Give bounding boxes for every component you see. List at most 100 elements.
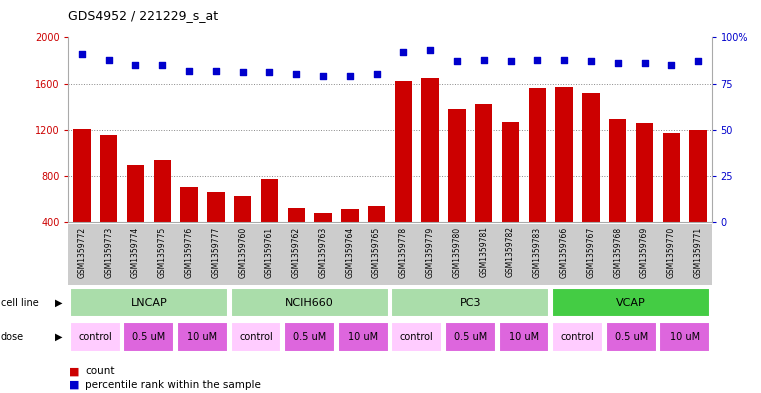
Text: 0.5 uM: 0.5 uM [293,332,326,342]
Point [558,56,570,62]
Point [665,62,677,68]
Text: GSM1359776: GSM1359776 [185,226,193,278]
Point [638,60,651,66]
Text: NCIH660: NCIH660 [285,298,334,308]
Bar [231,322,282,352]
Point [183,68,195,74]
Point [290,71,302,77]
Bar [391,288,549,317]
Bar [552,322,603,352]
Text: GSM1359764: GSM1359764 [345,226,355,278]
Text: 10 uM: 10 uM [348,332,378,342]
Text: GSM1359768: GSM1359768 [613,226,622,277]
Bar [180,187,198,222]
Text: GDS4952 / 221229_s_at: GDS4952 / 221229_s_at [68,9,218,22]
Text: GSM1359763: GSM1359763 [319,226,327,278]
Bar [582,93,600,222]
Point [210,68,222,74]
Text: GSM1359781: GSM1359781 [479,226,489,277]
Bar [70,322,121,352]
Bar [100,135,117,222]
Point [371,71,383,77]
Bar [501,121,519,222]
Text: 10 uM: 10 uM [670,332,700,342]
Bar [636,123,653,222]
Bar [609,119,626,222]
Text: GSM1359771: GSM1359771 [693,226,702,277]
Text: ▶: ▶ [55,298,62,308]
Text: GSM1359760: GSM1359760 [238,226,247,278]
Point [156,62,168,68]
Text: cell line: cell line [1,298,39,308]
Point [451,58,463,64]
Bar [177,322,228,352]
Bar [391,322,442,352]
Text: ■: ■ [68,366,79,376]
Point [317,73,329,79]
Point [103,56,115,62]
Text: 0.5 uM: 0.5 uM [615,332,648,342]
Point [76,51,88,57]
Text: 10 uM: 10 uM [509,332,539,342]
Text: GSM1359765: GSM1359765 [372,226,381,278]
Text: GSM1359769: GSM1359769 [640,226,649,278]
Text: control: control [561,332,594,342]
Text: GSM1359779: GSM1359779 [425,226,435,278]
Text: GSM1359777: GSM1359777 [212,226,221,278]
Text: GSM1359772: GSM1359772 [78,226,87,277]
Point [397,49,409,55]
Text: GSM1359766: GSM1359766 [559,226,568,278]
Bar [154,160,171,222]
Point [612,60,624,66]
Bar [368,206,385,222]
Text: count: count [85,366,115,376]
Bar [422,78,439,222]
Bar [338,322,389,352]
Text: 0.5 uM: 0.5 uM [132,332,165,342]
Text: dose: dose [1,332,24,342]
Bar [70,288,228,317]
Point [478,56,490,62]
Text: GSM1359774: GSM1359774 [131,226,140,278]
Bar [231,288,389,317]
Bar [123,322,174,352]
Bar [448,109,466,222]
Text: GSM1359770: GSM1359770 [667,226,676,278]
Bar [475,104,492,222]
Text: GSM1359783: GSM1359783 [533,226,542,277]
Point [129,62,142,68]
Text: GSM1359773: GSM1359773 [104,226,113,278]
Text: 10 uM: 10 uM [187,332,218,342]
Text: GSM1359782: GSM1359782 [506,226,515,277]
Bar [529,88,546,222]
Bar [73,129,91,222]
Text: LNCAP: LNCAP [130,298,167,308]
Point [585,58,597,64]
Bar [127,165,144,222]
Text: VCAP: VCAP [616,298,646,308]
Text: ■: ■ [68,380,79,390]
Text: ▶: ▶ [55,332,62,342]
Bar [689,130,707,222]
Point [263,69,275,75]
Text: PC3: PC3 [460,298,481,308]
Point [344,73,356,79]
Bar [288,208,305,222]
Point [424,47,436,53]
Point [692,58,704,64]
Text: control: control [78,332,112,342]
Bar [314,213,332,222]
Bar [207,192,224,222]
Text: GSM1359767: GSM1359767 [587,226,595,278]
Text: GSM1359780: GSM1359780 [453,226,461,277]
Bar [606,322,657,352]
Bar [556,87,573,222]
Text: 0.5 uM: 0.5 uM [454,332,487,342]
Bar [445,322,496,352]
Text: GSM1359778: GSM1359778 [399,226,408,277]
Point [505,58,517,64]
Bar [341,209,358,222]
Bar [663,133,680,222]
Bar [234,196,251,222]
Text: GSM1359762: GSM1359762 [291,226,301,277]
